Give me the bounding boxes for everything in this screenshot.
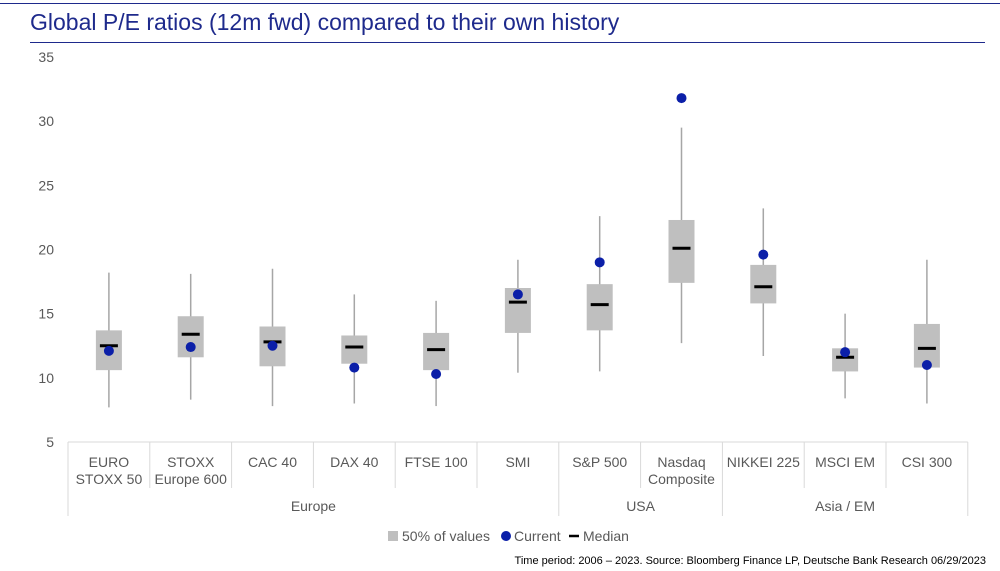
iqr-box-8 [750,264,777,304]
current-point-0 [103,345,114,356]
current-point-2 [267,340,278,351]
category-label-9-0: MSCI EM [815,454,875,470]
category-label-0-1: STOXX 50 [76,471,143,487]
legend-current-swatch [501,531,511,541]
y-tick-label-6: 35 [38,49,54,65]
category-label-10-0: CSI 300 [902,454,953,470]
iqr-box-7 [668,219,695,283]
y-tick-label-0: 5 [46,434,54,450]
current-point-5 [512,289,523,300]
category-label-1-1: Europe 600 [154,471,227,487]
current-point-8 [758,249,769,260]
category-label-7-0: Nasdaq [657,454,705,470]
category-label-0-0: EURO [89,454,130,470]
y-tick-label-1: 10 [38,370,54,386]
current-point-6 [594,257,605,268]
current-point-9 [840,347,851,358]
title-bar: Global P/E ratios (12m fwd) compared to … [0,0,1000,44]
current-point-7 [676,93,687,104]
legend-label-0: 50% of values [402,528,490,544]
current-point-10 [921,360,932,370]
iqr-box-9 [832,348,859,372]
category-label-1-0: STOXX [167,454,215,470]
current-point-3 [349,362,360,373]
category-label-6-0: S&P 500 [572,454,627,470]
y-tick-label-2: 15 [38,306,54,322]
group-label-0: Europe [291,498,336,514]
category-label-2-0: CAC 40 [248,454,297,470]
legend-label-2: Median [583,528,629,544]
title-underline [30,42,985,43]
current-point-1 [185,342,196,353]
legend-label-1: Current [514,528,561,544]
top-rule [0,3,1000,4]
legend-box-swatch [388,531,398,541]
category-label-5-0: SMI [505,454,530,470]
chart-title: Global P/E ratios (12m fwd) compared to … [30,9,620,35]
category-label-8-0: NIKKEI 225 [727,454,800,470]
iqr-box-3 [341,335,368,364]
category-label-4-0: FTSE 100 [405,454,468,470]
footnote: Time period: 2006 – 2023. Source: Bloomb… [514,555,986,567]
group-label-1: USA [626,498,655,514]
y-tick-label-5: 30 [38,113,54,129]
y-tick-label-3: 20 [38,242,54,258]
iqr-box-4 [423,332,450,371]
iqr-box-6 [586,284,613,331]
category-label-7-1: Composite [648,471,715,487]
category-label-3-0: DAX 40 [330,454,378,470]
current-point-4 [431,368,442,379]
y-tick-label-4: 25 [38,177,54,193]
group-label-2: Asia / EM [815,498,875,514]
